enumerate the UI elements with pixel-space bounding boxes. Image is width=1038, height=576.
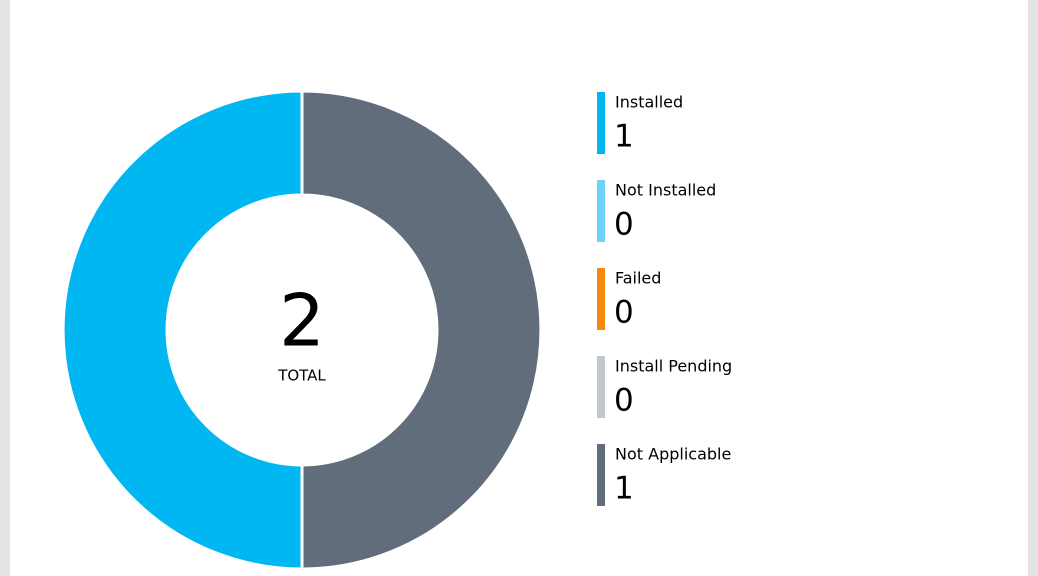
slice <box>61 89 304 571</box>
legend-label: Not Installed <box>615 181 716 200</box>
legend-value: 0 <box>614 207 634 243</box>
legend-label: Installed <box>615 93 683 112</box>
legend-swatch <box>597 444 605 506</box>
legend-swatch <box>597 92 605 154</box>
legend: Installed 1 Not Installed 0 Failed 0 Install P… <box>597 92 732 507</box>
slice <box>300 89 543 571</box>
legend-label: Not Applicable <box>615 445 731 464</box>
legend-value: 0 <box>614 383 634 419</box>
legend-value: 1 <box>614 119 634 155</box>
legend-value: 0 <box>614 295 634 331</box>
total-label: TOTAL <box>277 367 326 385</box>
legend-label: Failed <box>615 269 661 288</box>
total-value: 2 <box>279 279 325 363</box>
donut <box>61 89 543 571</box>
legend-value: 1 <box>614 471 634 507</box>
legend-label: Install Pending <box>615 357 732 376</box>
legend-swatch <box>597 180 605 242</box>
legend-swatch <box>597 356 605 418</box>
legend-swatch <box>597 268 605 330</box>
